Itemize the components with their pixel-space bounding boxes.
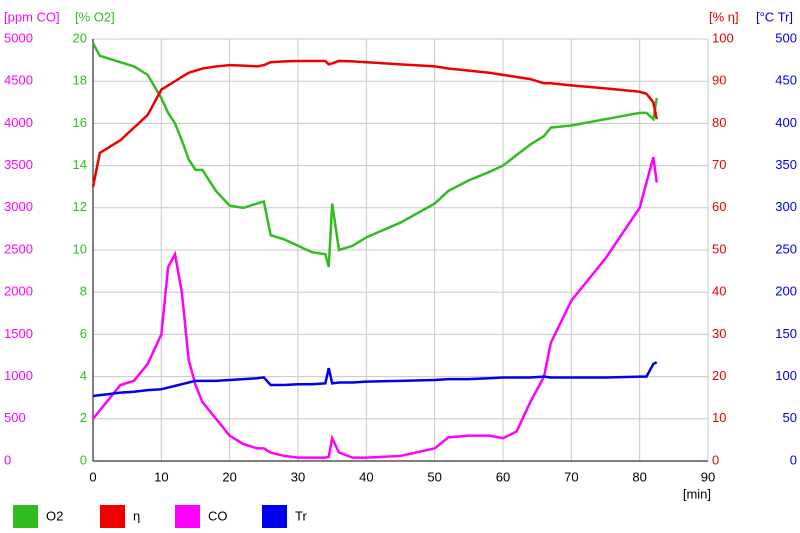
y-tick-label: 70 xyxy=(712,157,726,172)
y-tick-label: 10 xyxy=(73,241,87,256)
y-tick-label: 6 xyxy=(80,326,87,341)
legend-label: η xyxy=(133,508,140,523)
legend-swatch xyxy=(100,505,125,528)
legend-label: CO xyxy=(208,508,228,523)
x-tick-label: 70 xyxy=(564,469,578,484)
y-tick-label: 0 xyxy=(790,452,797,467)
y-tick-label: 18 xyxy=(73,73,87,88)
series-line xyxy=(91,42,658,268)
legend-swatch xyxy=(13,505,38,528)
x-axis-label: [min] xyxy=(683,486,711,501)
y-tick-label: 450 xyxy=(775,73,797,88)
y-tick-label: 500 xyxy=(775,30,797,45)
series-line xyxy=(91,59,658,187)
x-tick-label: 90 xyxy=(701,469,715,484)
y-tick-label: 400 xyxy=(775,115,797,130)
y-tick-label: 150 xyxy=(775,326,797,341)
y-tick-label: 500 xyxy=(4,410,26,425)
y-tick-label: 20 xyxy=(712,368,726,383)
y-tick-label: 300 xyxy=(775,199,797,214)
legend-swatch xyxy=(175,505,200,528)
y-tick-label: 20 xyxy=(73,30,87,45)
y-tick-label: 60 xyxy=(712,199,726,214)
y-tick-label: 1500 xyxy=(4,326,33,341)
y-tick-label: 2500 xyxy=(4,241,33,256)
y-tick-label: 30 xyxy=(712,326,726,341)
axis-label: [ppm CO] xyxy=(4,9,60,24)
y-tick-label: 80 xyxy=(712,115,726,130)
y-tick-label: 1000 xyxy=(4,368,33,383)
y-tick-label: 14 xyxy=(73,157,87,172)
series-line xyxy=(92,361,658,398)
y-tick-label: 2 xyxy=(80,410,87,425)
x-tick-label: 60 xyxy=(496,469,510,484)
x-tick-label: 50 xyxy=(427,469,441,484)
y-tick-label: 4000 xyxy=(4,115,33,130)
y-tick-label: 2000 xyxy=(4,284,33,299)
y-tick-label: 10 xyxy=(712,410,726,425)
y-tick-label: 100 xyxy=(712,30,734,45)
y-tick-label: 4 xyxy=(80,368,87,383)
y-tick-label: 350 xyxy=(775,157,797,172)
y-tick-label: 0 xyxy=(80,452,87,467)
y-tick-label: 3000 xyxy=(4,199,33,214)
x-tick-label: 80 xyxy=(632,469,646,484)
y-tick-label: 0 xyxy=(4,452,11,467)
y-tick-label: 90 xyxy=(712,73,726,88)
y-tick-label: 0 xyxy=(712,452,719,467)
y-tick-label: 3500 xyxy=(4,157,33,172)
y-tick-label: 8 xyxy=(80,284,87,299)
y-tick-label: 250 xyxy=(775,241,797,256)
y-tick-label: 200 xyxy=(775,284,797,299)
y-tick-label: 4500 xyxy=(4,73,33,88)
x-tick-label: 40 xyxy=(359,469,373,484)
legend-label: Tr xyxy=(295,508,307,523)
y-tick-label: 100 xyxy=(775,368,797,383)
y-tick-label: 12 xyxy=(73,199,87,214)
y-tick-label: 16 xyxy=(73,115,87,130)
x-tick-label: 30 xyxy=(291,469,305,484)
y-tick-label: 50 xyxy=(783,410,797,425)
legend-label: O2 xyxy=(46,508,63,523)
y-tick-label: 40 xyxy=(712,284,726,299)
series-line xyxy=(92,156,658,459)
y-tick-label: 50 xyxy=(712,241,726,256)
axis-label: [% O2] xyxy=(75,9,115,24)
axis-label: [°C Tr] xyxy=(756,9,793,24)
x-tick-label: 10 xyxy=(154,469,168,484)
axis-label: [% η] xyxy=(709,9,739,24)
x-tick-label: 0 xyxy=(89,469,96,484)
x-tick-label: 20 xyxy=(222,469,236,484)
legend-swatch xyxy=(262,505,287,528)
y-tick-label: 5000 xyxy=(4,30,33,45)
